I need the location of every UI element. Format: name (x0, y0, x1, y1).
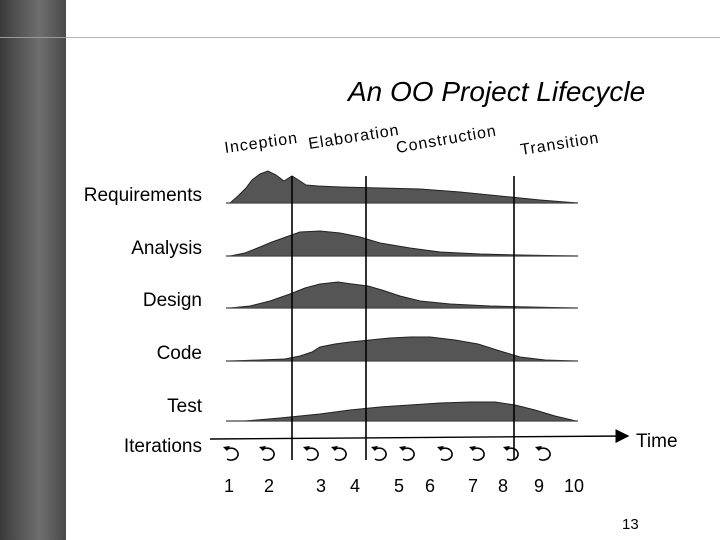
workflow-requirements-label: Requirements (83, 185, 202, 206)
cycle-arrow-icon (468, 445, 485, 461)
cycle-arrow-icon (222, 445, 239, 461)
hump-analysis (229, 230, 577, 257)
hump-design (229, 281, 577, 309)
slide-sidebar (0, 0, 66, 540)
iterations-label: Iterations (123, 436, 202, 457)
cycle-arrow-icon (502, 445, 519, 461)
cycle-arrow-icon (436, 445, 453, 461)
cycle-arrow-icon (258, 445, 275, 461)
page-title: An OO Project Lifecycle (348, 76, 646, 107)
iteration-number: 2 (264, 476, 275, 496)
workflow-test-label: Test (167, 396, 202, 417)
hump-test (244, 401, 577, 422)
top-rule (66, 37, 720, 38)
page-number: 13 (622, 516, 639, 533)
iteration-number: 1 (224, 476, 235, 496)
cycle-arrow-icon (302, 445, 319, 461)
iteration-number: 7 (468, 476, 479, 496)
iteration-number: 5 (394, 476, 405, 496)
iteration-number: 9 (534, 476, 545, 496)
iteration-number: 8 (498, 476, 509, 496)
iteration-number: 4 (350, 476, 361, 496)
sidebar-band (0, 37, 66, 38)
time-axis-arrow (209, 429, 630, 444)
cycle-arrow-icon (330, 445, 347, 461)
hump-requirements (228, 170, 579, 204)
cycle-arrow-icon (398, 445, 415, 461)
iteration-number: 3 (316, 476, 327, 496)
iteration-number: 10 (564, 476, 585, 496)
workflow-analysis-label: Analysis (131, 238, 202, 259)
time-axis-label: Time (636, 431, 678, 452)
cycle-arrow-icon (534, 445, 551, 461)
cycle-arrow-icon (370, 445, 387, 461)
workflow-design-label: Design (142, 290, 202, 311)
iteration-number: 6 (425, 476, 436, 496)
hump-code (229, 336, 577, 362)
workflow-code-label: Code (156, 343, 202, 364)
